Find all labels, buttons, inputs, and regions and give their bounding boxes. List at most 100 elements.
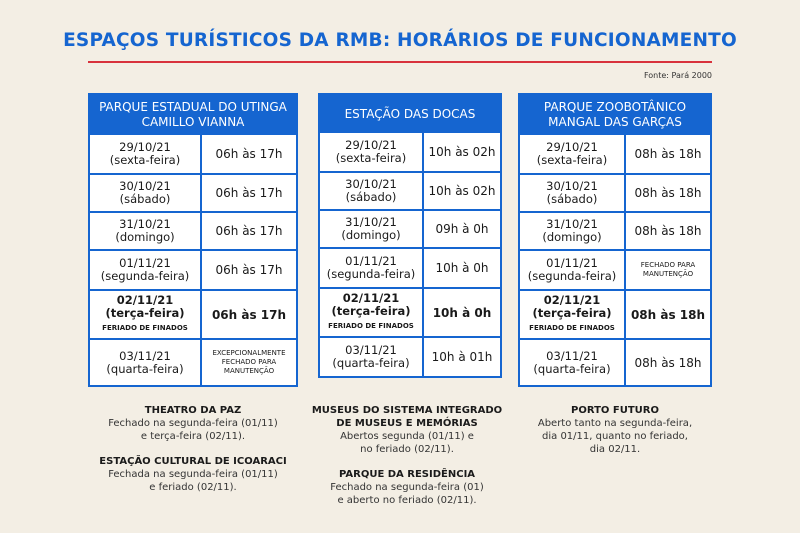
schedule-card: PARQUE ESTADUAL DO UTINGA CAMILLO VIANNA 2…: [88, 93, 298, 387]
date-cell: 03/11/21 (quarta-feira): [90, 340, 200, 385]
date-text: 03/11/21: [546, 348, 598, 363]
note-title: MUSEUS DO SISTEMA INTEGRADO: [311, 405, 503, 416]
note-body-line: e feriado (02/11).: [149, 482, 237, 493]
hours-text: 08h às 18h: [634, 224, 702, 238]
hours-cell: 06h às 17h: [202, 135, 296, 173]
note-body-line: no feriado (02/11).: [360, 444, 454, 455]
hours-cell: 10h à 0h: [424, 249, 500, 287]
notes-column: MUSEUS DO SISTEMA INTEGRADO DE MUSEUS E M…: [300, 404, 514, 519]
hours-cell: 08h às 18h: [626, 213, 710, 249]
hours-text: 10h às 02h: [428, 145, 496, 159]
hours-note-line: FECHADO PARA: [640, 261, 696, 269]
notes-column: PORTO FUTURO Aberto tanto na segunda-feir…: [518, 404, 712, 468]
table-row: 01/11/21 (segunda-feira) FECHADO PARA MANUT…: [520, 251, 710, 289]
holiday-note: FERIADO DE FINADOS: [102, 324, 188, 332]
hours-note-line: FECHADO PARA: [221, 358, 277, 366]
date-text: 03/11/21: [345, 343, 397, 357]
date-cell: 31/10/21 (domingo): [90, 213, 200, 249]
hours-text: 10h às 02h: [428, 184, 496, 198]
page-title: ESPAÇOS TURÍSTICOS DA RMB: HORÁRIOS DE F…: [63, 30, 737, 51]
date-cell: 01/11/21 (segunda-feira): [520, 251, 624, 289]
hours-cell: 08h às 18h: [626, 340, 710, 385]
table-row: 03/11/21 (quarta-feira) EXCEPCIONALMENTE FE…: [90, 340, 296, 385]
weekday-text: (domingo): [115, 230, 175, 244]
schedule-card: PARQUE ZOOBOTÂNICO MANGAL DAS GARÇAS 29/10…: [518, 93, 712, 387]
date-cell: 30/10/21 (sábado): [90, 175, 200, 211]
date-text: 31/10/21: [345, 215, 397, 229]
hours-cell: 10h às 02h: [424, 133, 500, 171]
hours-text: 06h às 17h: [215, 147, 283, 161]
hours-cell: 08h às 18h: [626, 291, 710, 338]
hours-cell: FECHADO PARA MANUTENÇÃO: [626, 251, 710, 289]
hours-text: 08h às 18h: [630, 307, 706, 322]
weekday-text: (segunda-feira): [326, 267, 416, 281]
table-row: 30/10/21 (sábado) 10h às 02h: [320, 173, 500, 209]
weekday-text: (sábado): [119, 192, 171, 206]
date-cell: 29/10/21 (sexta-feira): [90, 135, 200, 173]
note-block: MUSEUS DO SISTEMA INTEGRADO DE MUSEUS E M…: [300, 404, 514, 456]
note-body-line: Fechado na segunda-feira (01/11): [108, 418, 278, 429]
card-header-line: CAMILLO VIANNA: [141, 115, 245, 129]
table-row: 29/10/21 (sexta-feira) 08h às 18h: [520, 135, 710, 173]
note-title: DE MUSEUS E MEMÓRIAS: [336, 418, 478, 429]
table-row: 03/11/21 (quarta-feira) 10h à 01h: [320, 338, 500, 376]
hours-cell: 06h às 17h: [202, 213, 296, 249]
date-cell: 03/11/21 (quarta-feira): [520, 340, 624, 385]
note-title: ESTAÇÃO CULTURAL DE ICOARACI: [99, 456, 287, 467]
hours-cell: 10h à 01h: [424, 338, 500, 376]
date-text: 30/10/21: [345, 177, 397, 191]
date-cell: 02/11/21 (terça-feira) FERIADO DE FINADOS: [320, 289, 422, 336]
hours-text: 08h às 18h: [634, 147, 702, 161]
hours-cell: 06h às 17h: [202, 291, 296, 338]
notes-column: THEATRO DA PAZ Fechado na segunda-feira (…: [88, 404, 298, 506]
date-text: 30/10/21: [119, 179, 171, 193]
weekday-text: (sexta-feira): [335, 151, 407, 165]
date-text: 03/11/21: [119, 348, 171, 363]
card-header: ESTAÇÃO DAS DOCAS: [320, 95, 500, 133]
holiday-note: FERIADO DE FINADOS: [328, 322, 414, 330]
table-row: 30/10/21 (sábado) 06h às 17h: [90, 175, 296, 211]
weekday-text: (quarta-feira): [533, 361, 611, 376]
hours-text: 06h às 17h: [215, 224, 283, 238]
holiday-note: FERIADO DE FINADOS: [529, 324, 615, 332]
table-row: 02/11/21 (terça-feira) FERIADO DE FINADOS 1…: [320, 289, 500, 336]
weekday-text: (terça-feira): [532, 306, 612, 320]
card-header: PARQUE ZOOBOTÂNICO MANGAL DAS GARÇAS: [520, 95, 710, 135]
hours-text: 08h às 18h: [634, 186, 702, 200]
hours-cell: 10h às 02h: [424, 173, 500, 209]
table-row: 30/10/21 (sábado) 08h às 18h: [520, 175, 710, 211]
title-divider: [88, 61, 712, 63]
card-header: PARQUE ESTADUAL DO UTINGA CAMILLO VIANNA: [90, 95, 296, 135]
weekday-text: (terça-feira): [331, 304, 411, 318]
date-cell: 03/11/21 (quarta-feira): [320, 338, 422, 376]
hours-note-line: EXCEPCIONALMENTE: [212, 349, 286, 357]
date-cell: 30/10/21 (sábado): [520, 175, 624, 211]
weekday-text: (terça-feira): [105, 306, 185, 320]
hours-text: 06h às 17h: [215, 263, 283, 277]
table-row: 29/10/21 (sexta-feira) 10h às 02h: [320, 133, 500, 171]
date-cell: 31/10/21 (domingo): [320, 211, 422, 247]
note-block: ESTAÇÃO CULTURAL DE ICOARACI Fechada na s…: [88, 455, 298, 494]
date-text: 29/10/21: [345, 138, 397, 152]
weekday-text: (quarta-feira): [332, 356, 410, 370]
table-row: 01/11/21 (segunda-feira) 10h à 0h: [320, 249, 500, 287]
date-text: 02/11/21: [342, 291, 400, 305]
weekday-text: (domingo): [341, 228, 401, 242]
date-text: 31/10/21: [546, 217, 598, 231]
date-text: 01/11/21: [119, 256, 171, 270]
weekday-text: (segunda-feira): [100, 269, 190, 283]
date-cell: 29/10/21 (sexta-feira): [320, 133, 422, 171]
table-row: 31/10/21 (domingo) 09h à 0h: [320, 211, 500, 247]
table-row: 31/10/21 (domingo) 06h às 17h: [90, 213, 296, 249]
note-body-line: Fechado na segunda-feira (01): [330, 482, 484, 493]
note-body-line: Abertos segunda (01/11) e: [340, 431, 474, 442]
hours-cell: EXCEPCIONALMENTE FECHADO PARA MANUTENÇÃO: [202, 340, 296, 385]
note-block: PORTO FUTURO Aberto tanto na segunda-feir…: [518, 404, 712, 456]
hours-cell: 09h à 0h: [424, 211, 500, 247]
date-cell: 01/11/21 (segunda-feira): [90, 251, 200, 289]
table-row: 29/10/21 (sexta-feira) 06h às 17h: [90, 135, 296, 173]
weekday-text: (sexta-feira): [536, 153, 608, 167]
note-title: THEATRO DA PAZ: [144, 405, 242, 416]
weekday-text: (sexta-feira): [109, 153, 181, 167]
hours-text: 08h às 18h: [634, 355, 702, 370]
